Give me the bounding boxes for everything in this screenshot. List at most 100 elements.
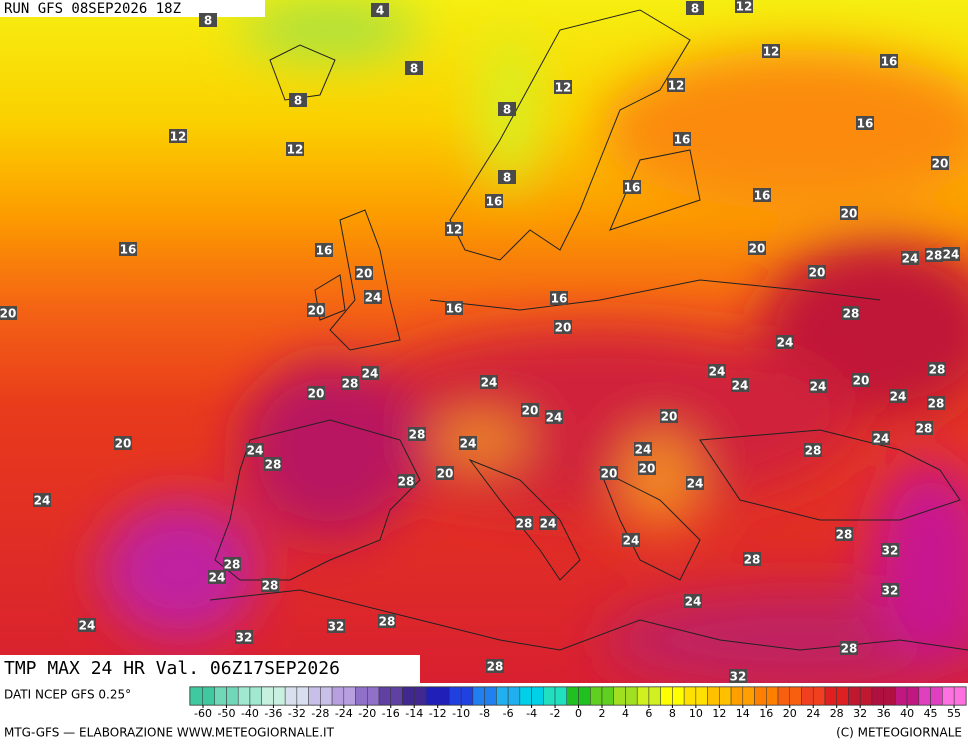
colorbar-swatch xyxy=(601,686,614,706)
contour-label-box xyxy=(485,194,503,208)
contour-label: 28 xyxy=(926,249,943,263)
contour-label: 32 xyxy=(882,584,899,598)
contour-label-box xyxy=(881,583,899,597)
contour-label: 16 xyxy=(674,133,691,147)
colorbar-tick-label: -24 xyxy=(335,707,353,720)
contour-label: 12 xyxy=(170,130,187,144)
colorbar-tick-label: -8 xyxy=(479,707,490,720)
colorbar-swatch xyxy=(189,686,203,706)
contour-label-box xyxy=(942,247,960,261)
contour-label-box xyxy=(436,466,454,480)
contour-label: 28 xyxy=(841,642,858,656)
colorbar-swatch xyxy=(367,686,380,706)
contour-label: 24 xyxy=(777,336,794,350)
header-box xyxy=(0,0,265,17)
contour-label-box xyxy=(405,61,423,75)
colorbar-swatch xyxy=(625,686,638,706)
colorbar-tick-label: 45 xyxy=(924,707,938,720)
contour-label-box xyxy=(550,291,568,305)
colorbar-swatch xyxy=(413,686,427,706)
colorbar-swatch xyxy=(707,686,720,706)
contour-label-box xyxy=(667,78,685,92)
colorbar-swatch xyxy=(613,686,626,706)
contour-label-box xyxy=(748,241,766,255)
contour-label-box xyxy=(623,180,641,194)
contour-label-box xyxy=(804,443,822,457)
colorbar-swatch xyxy=(848,686,861,706)
contour-label: 24 xyxy=(209,571,226,585)
contour-label-box xyxy=(445,222,463,236)
colorbar-swatch xyxy=(871,686,884,706)
contour-label: 24 xyxy=(623,534,640,548)
colorbar-swatch xyxy=(284,686,298,706)
contour-label: 28 xyxy=(843,307,860,321)
contour-label: 20 xyxy=(555,321,572,335)
contour-label-box xyxy=(554,80,572,94)
contour-label-box xyxy=(762,44,780,58)
contour-label-box xyxy=(459,436,477,450)
contour-label-box xyxy=(498,170,516,184)
colorbar-swatch xyxy=(683,686,697,706)
colorbar-tick-label: 12 xyxy=(712,707,726,720)
colorbar-tick-label: -4 xyxy=(526,707,537,720)
contour-label-box xyxy=(708,364,726,378)
colorbar-swatch xyxy=(918,686,931,706)
contour-label: 24 xyxy=(873,432,890,446)
colorbar-swatch xyxy=(507,686,521,706)
colorbar-swatch xyxy=(390,686,403,706)
colorbar-swatch xyxy=(636,686,650,706)
contour-label-box xyxy=(889,389,907,403)
contour-label: 24 xyxy=(685,595,702,609)
colorbar-tick-label: 55 xyxy=(947,707,961,720)
colorbar-swatch xyxy=(355,686,368,706)
colorbar-swatch xyxy=(449,686,462,706)
contour-label: 32 xyxy=(328,620,345,634)
contour-label: 24 xyxy=(546,411,563,425)
colorbar-tick-label: 36 xyxy=(877,707,891,720)
colorbar-swatch xyxy=(906,686,920,706)
contour-label-box xyxy=(307,386,325,400)
contour-label: 24 xyxy=(709,365,726,379)
colorbar-swatch xyxy=(554,686,568,706)
contour-label-box xyxy=(246,443,264,457)
contour-label-box xyxy=(521,403,539,417)
contour-label: 32 xyxy=(882,544,899,558)
contour-label-box xyxy=(686,1,704,15)
colorbar-swatch xyxy=(953,686,967,706)
colorbar-swatch xyxy=(672,686,685,706)
colorbar-swatch xyxy=(777,686,791,706)
contour-label: 8 xyxy=(691,2,699,16)
colorbar-tick-label: -14 xyxy=(405,707,423,720)
colorbar-tick-label: 28 xyxy=(830,707,844,720)
contour-label: 12 xyxy=(287,143,304,157)
colorbar-swatch xyxy=(437,686,450,706)
contour-label-box xyxy=(169,129,187,143)
colorbar-tick-label: 8 xyxy=(669,707,676,720)
contour-label: 28 xyxy=(224,558,241,572)
contour-label: 24 xyxy=(810,380,827,394)
contour-label-box xyxy=(289,93,307,107)
contour-label-box xyxy=(840,206,858,220)
colorbar-swatch xyxy=(930,686,943,706)
colorbar-swatch xyxy=(425,686,438,706)
colorbar-swatch xyxy=(695,686,708,706)
contour-label: 24 xyxy=(460,437,477,451)
contour-label-box xyxy=(119,242,137,256)
contour-label: 28 xyxy=(516,517,533,531)
contour-label-box xyxy=(927,396,945,410)
contour-label-box xyxy=(872,431,890,445)
contour-label-box xyxy=(660,409,678,423)
contour-label: 12 xyxy=(736,0,753,14)
colorbar-tick-label: 20 xyxy=(783,707,797,720)
contour-label: 4 xyxy=(376,4,384,18)
source-label: DATI NCEP GFS 0.25° xyxy=(4,688,131,702)
contour-label: 20 xyxy=(809,266,826,280)
colorbar-swatch xyxy=(859,686,873,706)
contour-label: 16 xyxy=(857,117,874,131)
contour-label-box xyxy=(315,243,333,257)
contour-label-box xyxy=(78,618,96,632)
contour-label-box xyxy=(673,132,691,146)
contour-label: 24 xyxy=(362,367,379,381)
contour-label: 28 xyxy=(265,458,282,472)
